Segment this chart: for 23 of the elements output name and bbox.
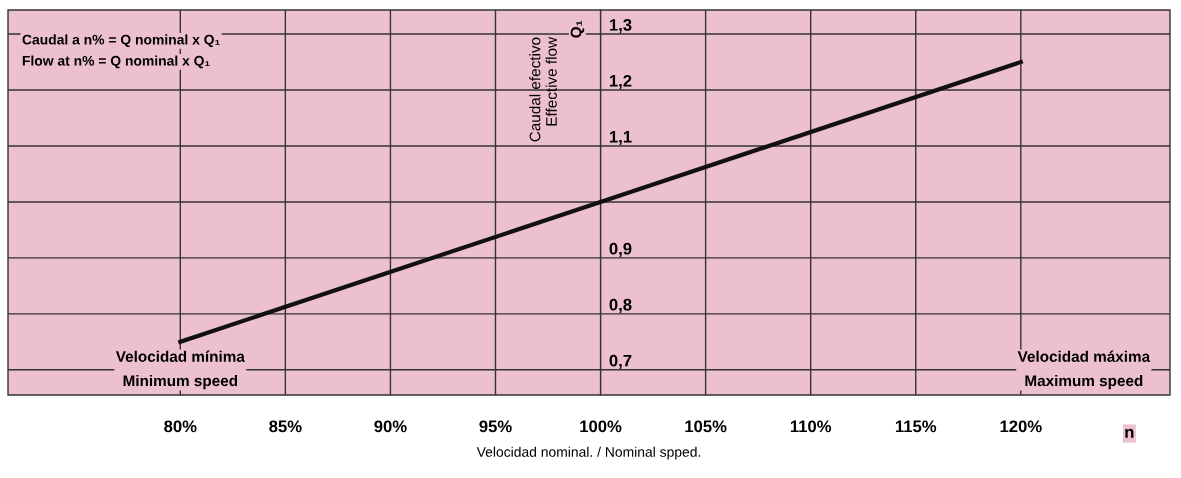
y-tick-label: 0,8 [609,298,632,313]
x-tick-label: 105% [685,420,727,433]
x-tick-label: 100% [580,420,622,433]
y-tick-label: 1,3 [609,18,632,34]
text: n [1125,428,1134,438]
x-tick-label: 85% [269,420,302,433]
y-tick-label: 0,9 [609,242,632,258]
x-tick-label: 90% [374,420,407,433]
x-tick-label: 115% [895,420,937,433]
x-tick-label: 110% [790,420,832,433]
y-tick-label: 0,7 [609,354,632,369]
x-axis-title: Velocidad nominal. / Nominal spped. [476,446,701,460]
x-tick-label: 80% [164,420,197,433]
y-tick-label: 1,2 [609,74,632,90]
annotation: Q₁ [570,20,585,38]
annotation: Velocidad máxima Maximum speed [1017,350,1151,390]
y-tick-label: 1,1 [609,131,632,146]
annotation: Velocidad mínima Minimum speed [115,350,245,390]
annotation: Flow at n% = Q nominal x Q₁ [22,55,210,69]
x-tick-label: 120% [1000,420,1042,433]
annotation: Caudal a n% = Q nominal x Q₁ [22,34,220,48]
x-tick-label: 95% [479,420,512,433]
y-axis-title: Caudal efectivo Effective flow [529,36,557,142]
